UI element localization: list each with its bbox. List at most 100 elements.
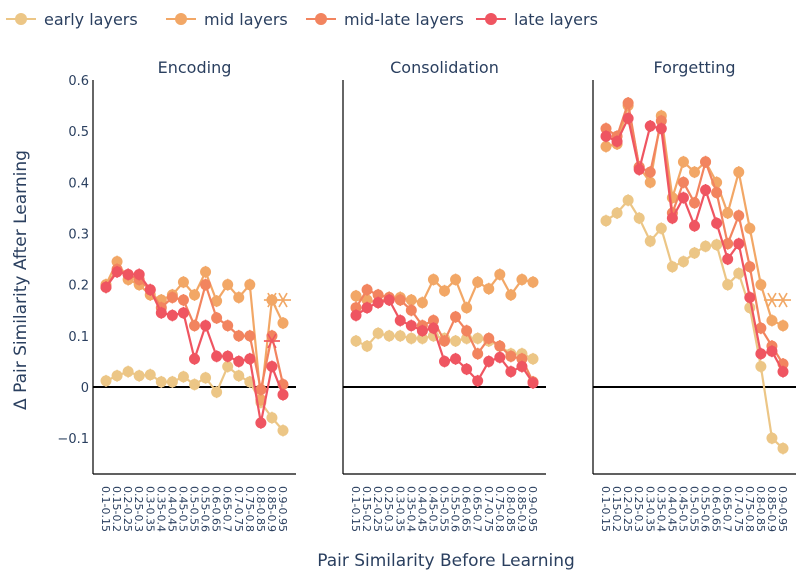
data-point[interactable]: [666, 212, 678, 224]
data-point[interactable]: [505, 289, 517, 301]
data-point[interactable]: [166, 291, 178, 303]
data-point[interactable]: [744, 291, 756, 303]
data-point[interactable]: [233, 330, 245, 342]
data-point[interactable]: [777, 442, 789, 454]
data-point[interactable]: [427, 314, 439, 326]
data-point[interactable]: [689, 166, 700, 178]
data-point[interactable]: [394, 330, 406, 342]
data-point[interactable]: [655, 115, 667, 127]
data-point[interactable]: [100, 281, 112, 293]
data-point[interactable]: [494, 351, 506, 363]
data-point[interactable]: [405, 332, 417, 344]
data-point[interactable]: [211, 350, 223, 362]
data-point[interactable]: [677, 176, 689, 188]
data-point[interactable]: [766, 345, 778, 357]
data-point[interactable]: [700, 156, 712, 168]
data-point[interactable]: [255, 384, 267, 396]
data-point[interactable]: [405, 320, 417, 332]
data-point[interactable]: [677, 156, 689, 168]
data-point[interactable]: [689, 197, 700, 209]
data-point[interactable]: [189, 378, 200, 390]
data-point[interactable]: [744, 261, 756, 273]
data-point[interactable]: [277, 425, 289, 437]
data-point[interactable]: [394, 314, 406, 326]
data-point[interactable]: [766, 432, 778, 444]
data-point[interactable]: [244, 353, 256, 365]
data-point[interactable]: [700, 184, 712, 196]
data-point[interactable]: [233, 291, 245, 303]
data-point[interactable]: [166, 309, 178, 321]
data-point[interactable]: [461, 325, 473, 337]
data-point[interactable]: [461, 302, 473, 314]
data-point[interactable]: [777, 366, 789, 378]
data-point[interactable]: [600, 123, 612, 135]
data-point[interactable]: [527, 276, 539, 288]
data-point[interactable]: [266, 330, 278, 342]
data-point[interactable]: [655, 123, 667, 135]
data-point[interactable]: [711, 239, 723, 251]
data-point[interactable]: [122, 366, 134, 378]
data-point[interactable]: [600, 215, 612, 227]
data-point[interactable]: [189, 353, 200, 365]
data-point[interactable]: [372, 289, 384, 301]
data-point[interactable]: [611, 207, 623, 219]
data-point[interactable]: [350, 290, 362, 302]
data-point[interactable]: [622, 97, 634, 109]
data-point[interactable]: [600, 130, 612, 142]
data-point[interactable]: [144, 284, 156, 296]
data-point[interactable]: [766, 314, 778, 326]
data-point[interactable]: [200, 320, 212, 332]
data-point[interactable]: [600, 141, 612, 153]
data-point[interactable]: [244, 330, 256, 342]
data-point[interactable]: [177, 294, 189, 306]
data-point[interactable]: [177, 276, 189, 288]
data-point[interactable]: [427, 322, 439, 334]
data-point[interactable]: [611, 135, 623, 147]
data-point[interactable]: [416, 332, 428, 344]
data-point[interactable]: [416, 297, 428, 309]
data-point[interactable]: [644, 166, 656, 178]
data-point[interactable]: [177, 371, 189, 383]
data-point[interactable]: [755, 348, 767, 360]
data-point[interactable]: [100, 375, 112, 387]
data-point[interactable]: [177, 307, 189, 319]
data-point[interactable]: [266, 412, 278, 424]
data-point[interactable]: [450, 274, 462, 286]
data-point[interactable]: [633, 212, 645, 224]
data-point[interactable]: [350, 302, 362, 314]
data-point[interactable]: [211, 386, 223, 398]
data-point[interactable]: [372, 297, 384, 309]
data-point[interactable]: [350, 335, 362, 347]
data-point[interactable]: [516, 274, 528, 286]
data-point[interactable]: [655, 222, 667, 234]
data-point[interactable]: [755, 279, 767, 291]
data-point[interactable]: [189, 289, 200, 301]
data-point[interactable]: [439, 285, 450, 297]
legend-item-early-layers[interactable]: early layers: [6, 10, 138, 29]
data-point[interactable]: [266, 361, 278, 373]
data-point[interactable]: [700, 240, 712, 252]
data-point[interactable]: [450, 353, 462, 365]
data-point[interactable]: [133, 268, 145, 280]
data-point[interactable]: [222, 279, 234, 291]
data-point[interactable]: [677, 256, 689, 268]
legend-item-mid-late-layers[interactable]: mid-late layers: [306, 10, 464, 29]
data-point[interactable]: [155, 376, 167, 388]
data-point[interactable]: [350, 309, 362, 321]
data-point[interactable]: [416, 325, 428, 337]
data-point[interactable]: [200, 279, 212, 291]
data-point[interactable]: [427, 274, 439, 286]
data-point[interactable]: [394, 294, 406, 306]
data-point[interactable]: [122, 268, 134, 280]
data-point[interactable]: [622, 112, 634, 124]
data-point[interactable]: [733, 210, 745, 222]
data-point[interactable]: [222, 361, 234, 373]
data-point[interactable]: [244, 279, 256, 291]
data-point[interactable]: [383, 330, 395, 342]
data-point[interactable]: [222, 350, 234, 362]
data-point[interactable]: [733, 166, 745, 178]
data-point[interactable]: [689, 247, 700, 259]
data-point[interactable]: [494, 340, 506, 352]
data-point[interactable]: [233, 355, 245, 367]
data-point[interactable]: [439, 335, 450, 347]
